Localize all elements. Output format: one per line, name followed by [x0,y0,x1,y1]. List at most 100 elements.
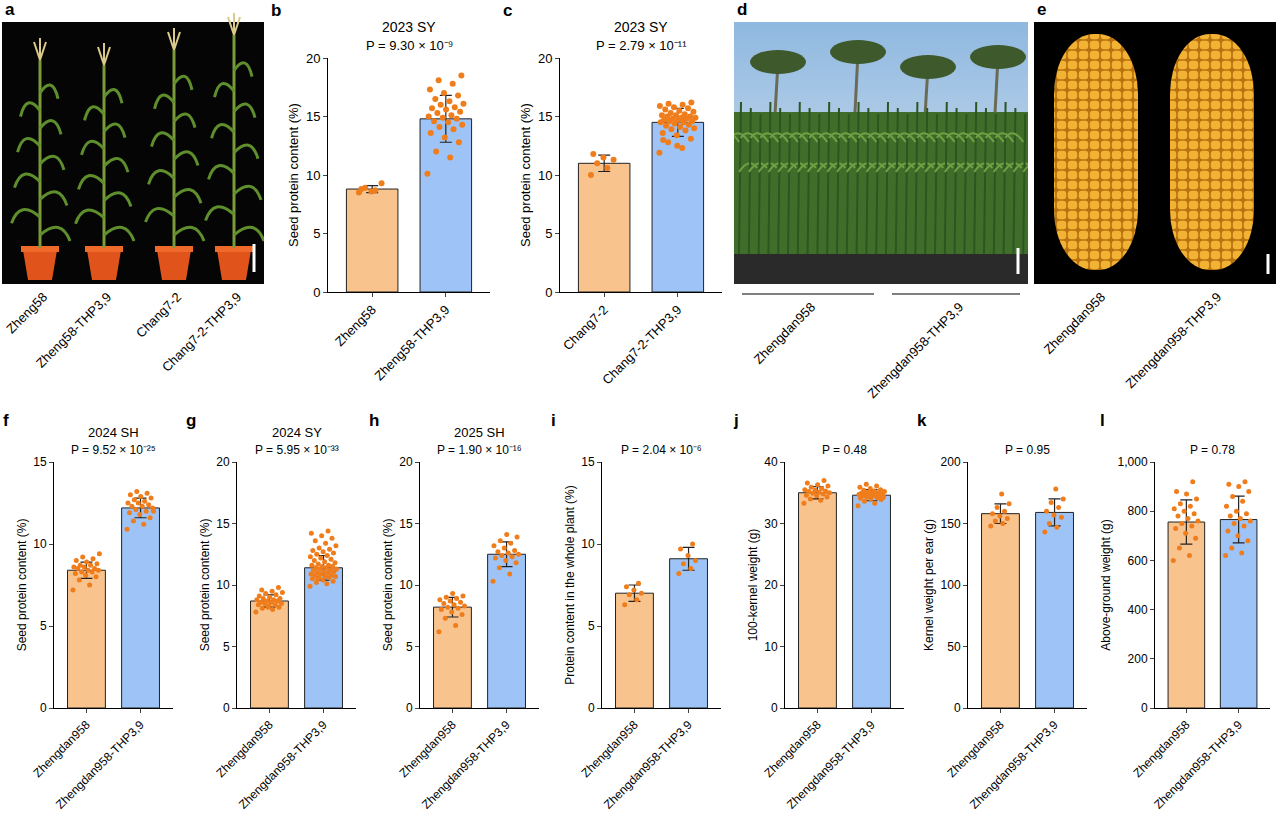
svg-text:800: 800 [1128,504,1148,518]
svg-text:Zhengdan958: Zhengdan958 [397,718,460,781]
svg-text:40: 40 [764,455,778,469]
svg-text:10: 10 [33,537,47,551]
svg-text:P = 0.48: P = 0.48 [822,443,867,457]
svg-text:Zheng58: Zheng58 [332,302,379,349]
svg-text:2025 SH: 2025 SH [454,425,505,440]
svg-text:15: 15 [33,455,47,469]
svg-text:0: 0 [1141,701,1148,715]
svg-text:Zhengdan958-THP3,9: Zhengdan958-THP3,9 [865,300,967,402]
svg-text:Zhengdan958-THP3,9: Zhengdan958-THP3,9 [236,718,330,812]
svg-text:P = 2.04 × 10⁻⁶: P = 2.04 × 10⁻⁶ [621,443,702,457]
svg-text:200: 200 [1128,652,1148,666]
svg-text:10: 10 [399,578,413,592]
svg-text:2023 SY: 2023 SY [382,19,436,35]
svg-text:5: 5 [588,619,595,633]
svg-text:5: 5 [223,640,230,654]
svg-text:150: 150 [941,517,961,531]
svg-text:Seed protein content (%): Seed protein content (%) [198,519,212,652]
svg-text:5: 5 [406,640,413,654]
svg-text:Above-ground weight (g): Above-ground weight (g) [1099,519,1113,650]
svg-text:0: 0 [313,285,320,300]
svg-text:15: 15 [306,109,320,124]
svg-text:20: 20 [306,51,320,66]
svg-text:2023 SY: 2023 SY [614,19,668,35]
svg-text:15: 15 [581,455,595,469]
svg-text:P = 0.78: P = 0.78 [1190,443,1235,457]
svg-text:10: 10 [306,168,320,183]
svg-text:Chang7-2: Chang7-2 [560,302,611,353]
svg-text:Zheng58-THP3,9: Zheng58-THP3,9 [371,302,452,383]
svg-text:Chang7-2-THP3,9: Chang7-2-THP3,9 [159,290,244,375]
svg-text:P = 0.95: P = 0.95 [1005,443,1050,457]
svg-text:Zhengdan958: Zhengdan958 [579,718,642,781]
svg-text:15: 15 [538,109,552,124]
svg-text:0: 0 [588,701,595,715]
svg-text:10: 10 [581,537,595,551]
svg-text:20: 20 [216,455,230,469]
svg-text:Seed protein content (%): Seed protein content (%) [15,519,29,652]
svg-text:0: 0 [771,701,778,715]
svg-text:Zhengdan958: Zhengdan958 [945,718,1008,781]
svg-text:Zhengdan958-THP3,9: Zhengdan958-THP3,9 [53,718,147,812]
svg-text:P = 2.79 × 10⁻¹¹: P = 2.79 × 10⁻¹¹ [596,38,687,53]
svg-text:0: 0 [954,701,961,715]
svg-text:Zhengdan958-THP3,9: Zhengdan958-THP3,9 [967,718,1061,812]
svg-text:5: 5 [40,619,47,633]
html-text:c: c [503,1,513,20]
svg-text:Zhengdan958: Zhengdan958 [214,718,277,781]
svg-text:15: 15 [399,517,413,531]
svg-text:P = 1.90 × 10⁻¹⁶: P = 1.90 × 10⁻¹⁶ [437,443,522,457]
svg-text:10: 10 [216,578,230,592]
html-text:h: h [369,411,380,430]
svg-text:100-kernel weight (g): 100-kernel weight (g) [746,529,760,642]
svg-text:400: 400 [1128,603,1148,617]
svg-text:Kernel weight per ear (g): Kernel weight per ear (g) [922,519,936,651]
svg-text:Zheng58-THP3,9: Zheng58-THP3,9 [33,290,114,371]
svg-text:Seed protein content (%): Seed protein content (%) [381,519,395,652]
svg-text:15: 15 [216,517,230,531]
svg-text:100: 100 [941,578,961,592]
svg-text:Zhengdan958-THP3,9: Zhengdan958-THP3,9 [784,718,878,812]
svg-text:Zhengdan958: Zhengdan958 [751,300,818,367]
svg-text:10: 10 [764,640,778,654]
svg-text:P = 5.95 × 10⁻³³: P = 5.95 × 10⁻³³ [255,443,339,457]
svg-text:2024 SY: 2024 SY [272,425,322,440]
svg-text:20: 20 [764,578,778,592]
svg-text:P = 9.30 × 10⁻⁹: P = 9.30 × 10⁻⁹ [366,38,453,53]
svg-text:Zhengdan958: Zhengdan958 [762,718,825,781]
svg-text:20: 20 [538,51,552,66]
svg-text:Protein content in the whole p: Protein content in the whole plant (%) [563,485,577,684]
svg-text:200: 200 [941,455,961,469]
html-text:e: e [1037,0,1047,19]
svg-text:0: 0 [40,701,47,715]
svg-text:Zhengdan958: Zhengdan958 [1041,290,1108,357]
svg-text:Seed protein content (%): Seed protein content (%) [286,103,301,247]
svg-text:20: 20 [399,455,413,469]
svg-text:Zhengdan958-THP3,9: Zhengdan958-THP3,9 [1151,718,1245,812]
svg-text:Seed protein content (%): Seed protein content (%) [518,103,533,247]
svg-text:0: 0 [545,285,552,300]
svg-text:600: 600 [1128,554,1148,568]
svg-text:1,000: 1,000 [1118,455,1148,469]
svg-text:Zhengdan958: Zhengdan958 [31,718,94,781]
svg-text:5: 5 [545,226,552,241]
svg-text:Chang7-2-THP3,9: Chang7-2-THP3,9 [599,302,684,387]
svg-text:30: 30 [764,517,778,531]
svg-text:Zhengdan958-THP3,9: Zhengdan958-THP3,9 [419,718,513,812]
svg-text:0: 0 [223,701,230,715]
svg-text:Zhengdan958: Zhengdan958 [1130,718,1193,781]
svg-text:10: 10 [538,168,552,183]
svg-text:0: 0 [406,701,413,715]
svg-text:Chang7-2: Chang7-2 [133,290,184,341]
svg-text:5: 5 [313,226,320,241]
html-text:a: a [5,0,15,19]
svg-text:50: 50 [947,640,961,654]
svg-text:Zhengdan958-THP3,9: Zhengdan958-THP3,9 [601,718,695,812]
svg-text:Zheng58: Zheng58 [3,290,50,337]
svg-text:Zhengdan958-THP3,9: Zhengdan958-THP3,9 [1123,290,1225,392]
html-text:b: b [271,1,282,20]
svg-text:2024 SH: 2024 SH [88,425,139,440]
svg-text:P = 9.52 × 10⁻²⁵: P = 9.52 × 10⁻²⁵ [71,443,156,457]
html-text:d: d [737,0,748,19]
html-text:g: g [186,411,197,430]
